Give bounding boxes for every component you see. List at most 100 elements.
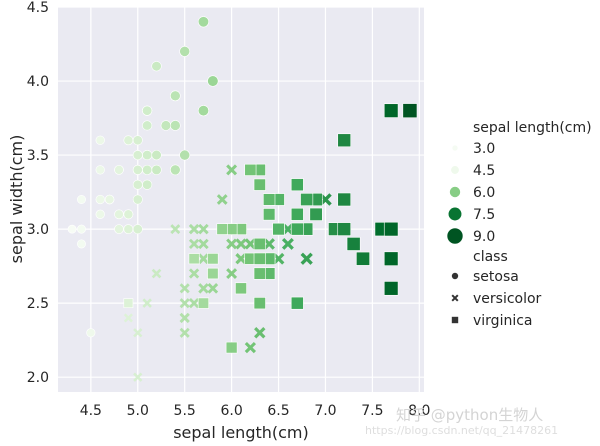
hue-legend-label: 7.5 [473,207,495,223]
setosa-point [95,135,105,145]
x-tick-label: 7.5 [361,403,383,419]
versicolor-point [207,283,219,294]
setosa-point [132,224,143,235]
setosa-point [123,135,134,146]
versicolor-point [244,341,257,354]
watermark-text: 知乎 @python生物人 [396,406,543,424]
virginica-point [225,341,238,354]
style-legend-label: virginica [473,313,533,329]
versicolor-point [188,238,200,250]
x-tick-label: 8.0 [408,403,430,419]
style-legend-label: versicolor [473,291,542,307]
hue-legend-title: sepal length(cm) [473,120,592,136]
versicolor-point [198,253,209,264]
virginica-point [402,103,418,119]
style-legend-title: class [473,249,508,265]
x-tick-label: 7.0 [314,403,336,419]
hue-legend-marker [450,165,460,175]
y-tick-label: 4.0 [27,74,49,90]
setosa-point [132,164,143,175]
setosa-point [151,164,162,176]
virginica-point [197,297,210,309]
versicolor-point [151,268,162,279]
versicolor-point [300,252,313,265]
virginica-point [300,193,314,206]
hue-legend-marker [447,206,463,222]
setosa-point [151,149,162,161]
setosa-point [207,75,219,87]
setosa-point [76,239,86,249]
versicolor-point [198,283,209,294]
versicolor-point [235,253,247,265]
virginica-point [290,207,304,221]
setosa-point [132,179,143,190]
versicolor-point [216,194,228,205]
hue-legend-label: 3.0 [473,141,495,157]
setosa-point [95,165,105,175]
watermark-url: https://blog.csdn.net/qq_21478261 [365,424,558,437]
setosa-point [179,149,191,161]
virginica-point [383,251,399,266]
versicolor-point [123,313,133,323]
setosa-point [142,105,153,116]
versicolor-point [179,327,190,338]
versicolor-point [179,298,190,309]
hue-legend-label: 9.0 [473,229,495,245]
virginica-point [309,207,323,221]
virginica-point [253,178,266,191]
setosa-point [76,224,86,234]
setosa-point [160,120,172,131]
virginica-point [244,163,257,176]
versicolor-point [133,328,143,338]
setosa-point [170,120,181,131]
virginica-point [263,208,276,221]
versicolor-point [133,372,143,382]
versicolor-point [226,164,238,176]
hue-legend-entries: 3.0 4.5 6.0 7.5 9.0 [446,141,495,245]
setosa-point [123,209,134,220]
versicolor-point [179,283,190,294]
versicolor-point [142,298,152,308]
versicolor-point [254,327,266,339]
y-tick-label: 4.5 [27,0,49,16]
virginica-point [356,251,370,266]
virginica-point [263,193,276,206]
virginica-point [383,281,399,296]
virginica-point [290,296,304,310]
virginica-point [123,298,134,309]
versicolor-point [272,252,285,265]
setosa-point [132,150,143,161]
data-points [67,16,418,382]
virginica-point [346,237,361,251]
virginica-point [383,103,399,118]
hue-legend-label: 6.0 [473,185,495,201]
setosa-point [142,150,153,161]
setosa-point [95,209,105,219]
style-legend-entries: setosa versicolor virginica [451,269,542,329]
y-tick-label: 3.5 [27,148,49,164]
virginica-point [337,222,352,236]
setosa-point [142,120,153,131]
plot-background [58,7,424,392]
setosa-point [114,165,124,175]
versicolor-point [235,238,247,250]
x-axis-label: sepal length(cm) [173,423,309,442]
y-tick-label: 2.5 [27,296,49,312]
versicolor-point [244,238,257,250]
setosa-point [197,105,210,117]
style-legend-label: setosa [473,269,519,285]
setosa-point [104,194,115,205]
setosa-point [86,328,96,338]
virginica-point [337,133,352,148]
hue-legend-label: 4.5 [473,163,495,179]
hue-legend-marker [446,227,464,245]
setosa-point [132,194,143,205]
y-tick-label: 2.0 [27,370,49,386]
setosa-point [179,46,191,57]
setosa-point [114,209,124,220]
versicolor-point [198,238,209,250]
virginica-point [253,267,266,280]
versicolor-point [281,237,294,250]
setosa-point [151,61,162,72]
